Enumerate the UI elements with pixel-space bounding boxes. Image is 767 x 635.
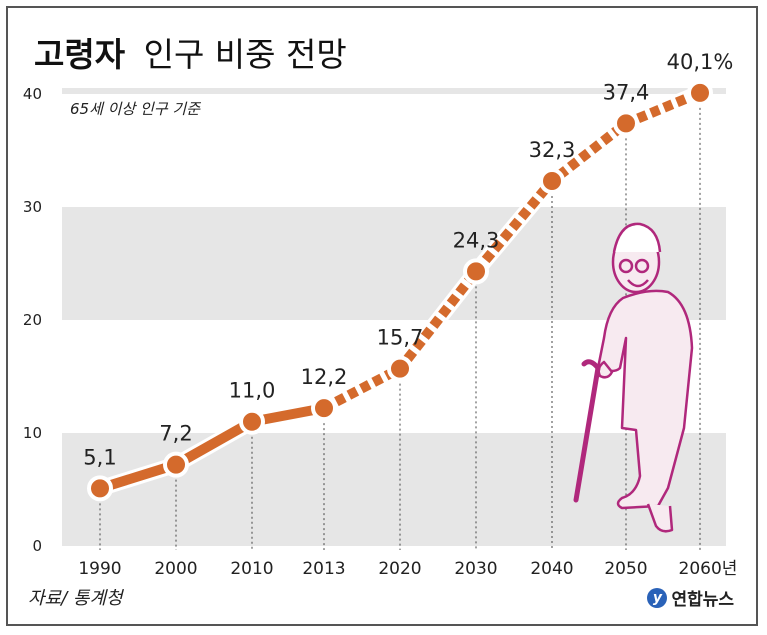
data-points xyxy=(87,79,713,502)
data-label: 11,0 xyxy=(229,379,276,403)
y-axis: 0 10 20 30 40 xyxy=(23,85,42,555)
data-point xyxy=(687,79,713,106)
data-label: 7,2 xyxy=(159,422,192,446)
y-tick-label: 30 xyxy=(23,198,42,216)
title-normal: 인구 비중 전망 xyxy=(144,35,347,74)
line-actual xyxy=(95,403,329,494)
data-point xyxy=(87,475,113,502)
y-tick-label: 20 xyxy=(23,311,42,329)
x-tick-label: 2013 xyxy=(302,559,345,579)
x-tick-label: 2030 xyxy=(454,559,497,579)
y-tick-label: 10 xyxy=(23,424,42,442)
data-point xyxy=(387,355,413,382)
publisher-logo: y 연합뉴스 xyxy=(647,585,734,610)
x-tick-label: 2050 xyxy=(604,559,647,579)
logo-text: 연합뉴스 xyxy=(671,590,734,610)
x-axis: 1990 2000 2010 2013 2020 2030 2040 2050 2060년 xyxy=(78,559,737,579)
y-tick-label: 0 xyxy=(32,537,42,555)
subtitle: 65세 이상 인구 기준 xyxy=(70,100,201,118)
source-credit: 자료/ 통계청 xyxy=(28,588,123,609)
data-point xyxy=(613,110,639,137)
elderly-person-illustration xyxy=(573,222,694,533)
logo-icon: y xyxy=(647,587,668,608)
data-label: 40,1% xyxy=(667,50,734,74)
drop-lines xyxy=(99,92,701,550)
data-label: 37,4 xyxy=(603,80,650,104)
data-point xyxy=(539,168,565,195)
band-0 xyxy=(62,433,726,546)
x-tick-label: 2060년 xyxy=(679,559,738,579)
data-label: 12,2 xyxy=(301,365,348,389)
band-top xyxy=(62,88,726,94)
x-tick-label: 2000 xyxy=(154,559,197,579)
y-tick-label: 40 xyxy=(23,85,42,103)
data-point xyxy=(163,451,189,478)
data-label: 15,7 xyxy=(377,326,424,350)
data-label: 32,3 xyxy=(529,138,576,162)
x-tick-label: 2020 xyxy=(378,559,421,579)
data-point xyxy=(463,258,489,285)
title-bold: 고령자 xyxy=(34,35,126,74)
svg-text:고령자 인구 비중 전망: 고령자 인구 비중 전망 xyxy=(34,35,347,74)
data-point xyxy=(311,395,337,422)
x-tick-label: 2010 xyxy=(230,559,273,579)
data-labels: 5,1 7,2 11,0 12,2 15,7 24,3 32,3 37,4 40,1% xyxy=(83,50,734,469)
x-tick-label: 2040 xyxy=(530,559,573,579)
data-point xyxy=(239,408,265,435)
line-projection xyxy=(321,88,702,413)
data-label: 5,1 xyxy=(83,445,116,469)
x-tick-label: 1990 xyxy=(78,559,121,579)
infographic-frame: 0 10 20 30 40 5,1 7,2 11,0 12,2 15,7 24,3 32,3 37,4… xyxy=(6,6,758,626)
series-line xyxy=(92,85,704,497)
data-label: 24,3 xyxy=(453,228,500,252)
